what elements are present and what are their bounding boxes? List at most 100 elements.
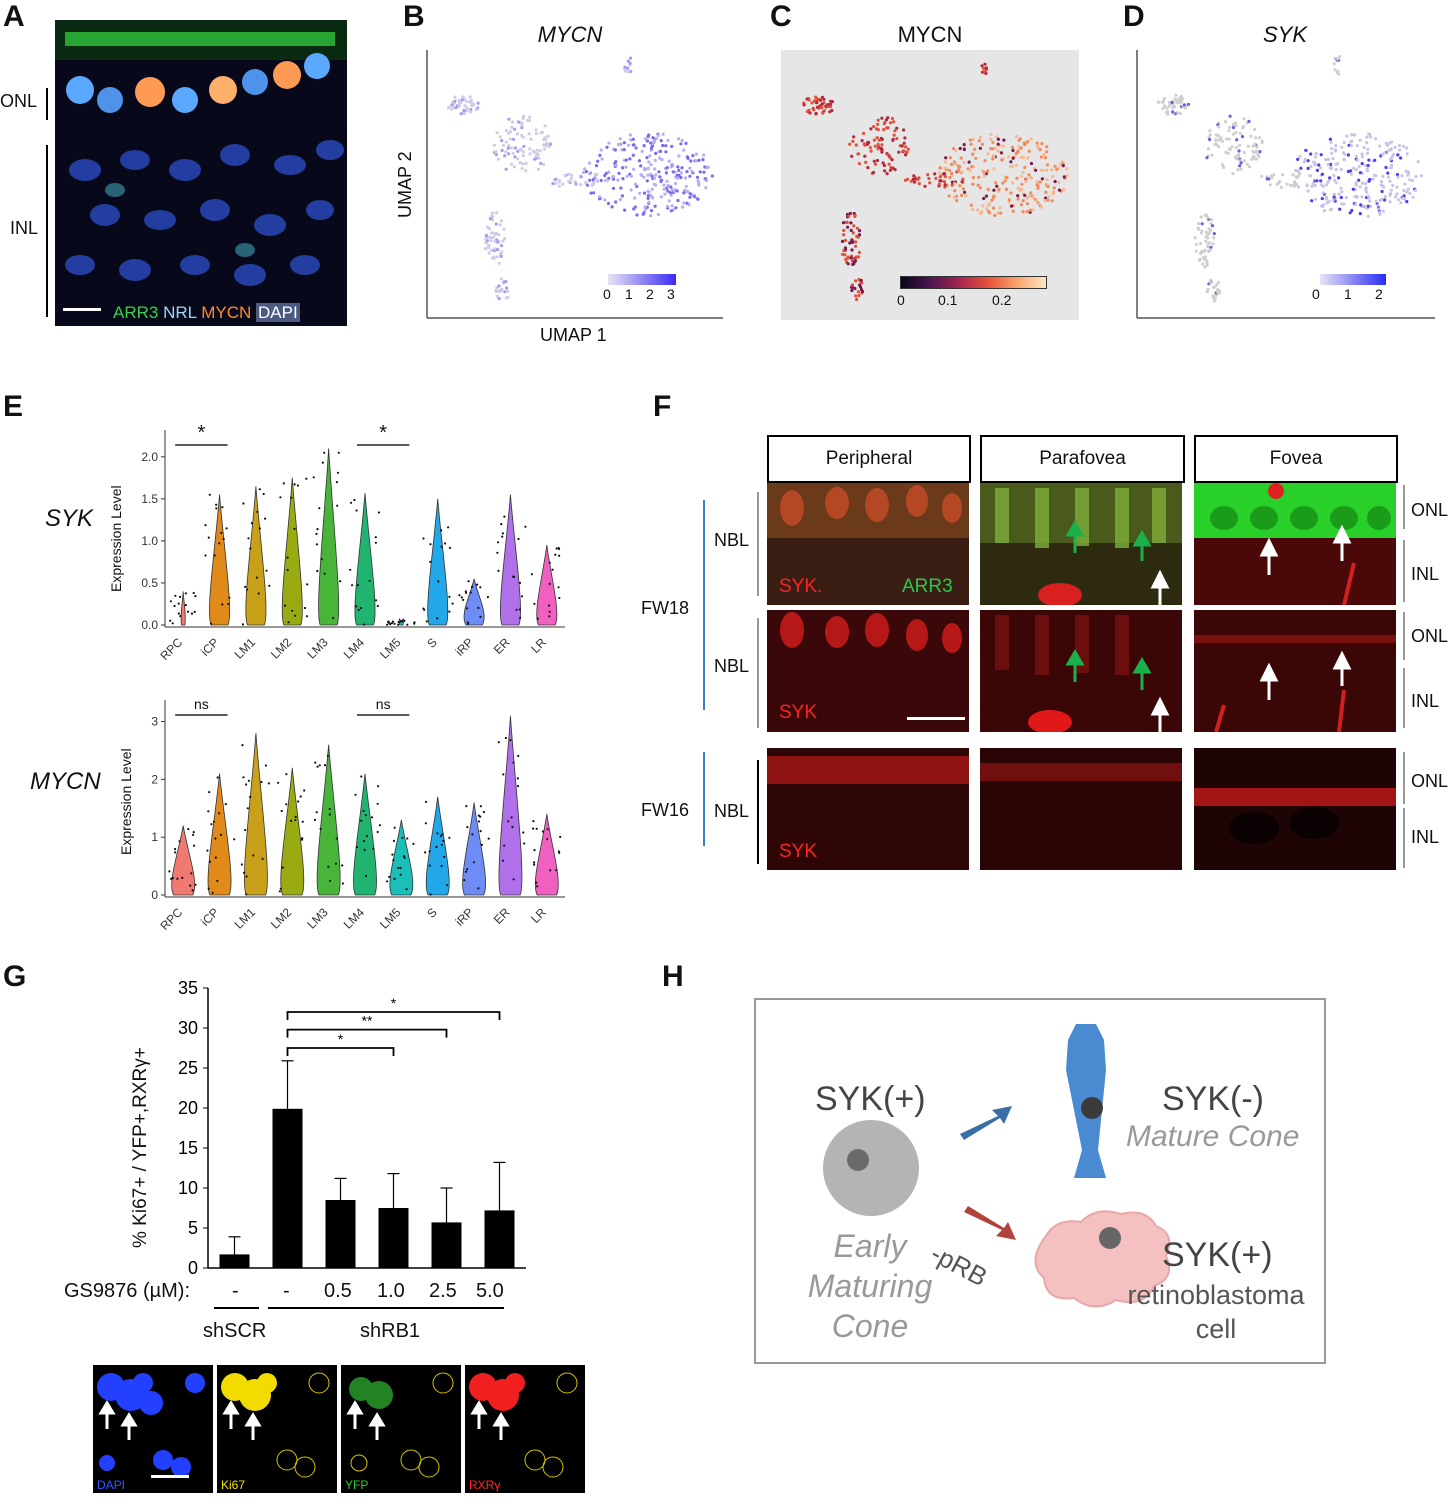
umap-cell-point xyxy=(1204,239,1208,243)
violin-point xyxy=(440,545,443,548)
umap-cell-point xyxy=(666,138,670,143)
umap-cell-point xyxy=(510,120,515,124)
umap-cell-point xyxy=(639,164,643,168)
umap-cell-point xyxy=(876,122,880,126)
umap-cell-point xyxy=(1174,93,1178,97)
umap-cell-point xyxy=(959,193,964,197)
umap-cell-point xyxy=(1296,185,1300,189)
umap-cell-point xyxy=(493,239,497,243)
h-diagram xyxy=(823,1024,1171,1308)
violin-point xyxy=(242,502,245,505)
umap-cell-point xyxy=(512,137,516,141)
umap-cell-point xyxy=(1039,205,1043,209)
umap-cell-point xyxy=(1203,265,1207,269)
violin-point xyxy=(497,741,500,744)
umap-cell-point xyxy=(497,297,501,301)
umap-cell-point xyxy=(1309,152,1313,156)
violin-point xyxy=(429,893,432,896)
violin-point xyxy=(541,830,544,833)
umap-cell-point xyxy=(1383,195,1387,199)
umap-cell-point xyxy=(1016,186,1020,190)
umap-cell-point xyxy=(677,173,681,177)
violin-point xyxy=(363,848,366,851)
umap-cell-point xyxy=(821,111,825,115)
umap-cell-point xyxy=(807,98,811,102)
umap-cell-point xyxy=(1247,119,1251,123)
umap-cell-point xyxy=(956,164,961,168)
umap-cell-point xyxy=(1350,133,1354,137)
umap-cell-point xyxy=(1228,114,1232,118)
umap-cell-point xyxy=(855,226,859,230)
violin-y-tick-label: 0 xyxy=(151,888,158,902)
umap-cell-point xyxy=(887,162,891,166)
umap-cell-point xyxy=(1167,104,1171,108)
umap-cell-point xyxy=(516,149,520,153)
violin-rpc xyxy=(171,825,196,896)
violin-point xyxy=(466,868,469,871)
umap-cell-point xyxy=(652,182,656,186)
violin-point xyxy=(516,777,519,780)
umap-cell-point xyxy=(986,169,990,173)
umap-cell-point xyxy=(897,150,901,154)
violin-point xyxy=(190,872,193,875)
umap-cell-point xyxy=(968,138,972,142)
violin-point xyxy=(285,773,288,776)
umap-cell-point xyxy=(1352,166,1356,170)
violin-point xyxy=(245,783,248,786)
umap-cell-point xyxy=(1042,153,1046,157)
g-dose-1: - xyxy=(283,1280,290,1302)
umap-cell-point xyxy=(469,110,473,114)
umap-cell-point xyxy=(1364,205,1368,209)
violin-point xyxy=(210,622,213,625)
umap-cell-point xyxy=(1366,214,1370,218)
umap-cell-point xyxy=(1023,193,1027,197)
umap-cell-point xyxy=(1383,198,1387,202)
umap-cell-point xyxy=(942,180,947,184)
umap-cell-point xyxy=(1365,141,1369,145)
umap-cell-point xyxy=(1201,262,1205,266)
umap-cell-point xyxy=(633,196,637,200)
bar-6 xyxy=(484,1210,515,1268)
umap-cell-point xyxy=(614,200,618,204)
umap-cell-point xyxy=(1340,202,1344,206)
violin-point xyxy=(305,615,308,618)
umap-cell-point xyxy=(702,153,706,157)
umap-cell-point xyxy=(1366,163,1370,168)
umap-cell-point xyxy=(1359,203,1363,207)
umap-cell-point xyxy=(1035,180,1039,184)
umap-cell-point xyxy=(546,134,550,138)
umap-cell-point xyxy=(681,205,685,209)
umap-cell-point xyxy=(927,176,931,181)
violin-point xyxy=(355,605,358,608)
violin-point xyxy=(446,884,449,887)
violin-point xyxy=(323,572,326,575)
umap-cell-point xyxy=(1360,155,1364,159)
umap-cell-point xyxy=(874,127,879,131)
e1-ylabel: Expression Level xyxy=(108,485,124,592)
umap-cell-point xyxy=(852,135,856,139)
umap-cell-point xyxy=(815,101,819,105)
umap-cell-point xyxy=(1009,191,1013,195)
umap-cell-point xyxy=(1050,199,1054,203)
umap-cell-point xyxy=(474,108,479,112)
umap-cell-point xyxy=(961,187,965,191)
umap-cell-point xyxy=(505,286,509,290)
violin-point xyxy=(442,839,445,842)
legend-nrl: NRL xyxy=(163,303,197,322)
umap-cell-point xyxy=(467,100,472,104)
bar-significance: * xyxy=(391,995,397,1011)
umap-cell-point xyxy=(976,183,980,187)
umap-cell-point xyxy=(520,121,524,125)
violin-point xyxy=(465,591,468,594)
umap-cell-point xyxy=(554,181,558,185)
umap-cell-point xyxy=(1011,148,1015,153)
umap-cell-point xyxy=(1237,155,1241,159)
umap-cell-point xyxy=(561,182,565,186)
umap-cell-point xyxy=(890,116,895,121)
umap-cell-point xyxy=(1340,145,1344,149)
umap-cell-point xyxy=(1395,173,1400,177)
violin-point xyxy=(559,835,562,838)
violin-lm3 xyxy=(318,448,340,626)
umap-cell-point xyxy=(665,186,669,190)
violin-irp xyxy=(462,802,487,896)
